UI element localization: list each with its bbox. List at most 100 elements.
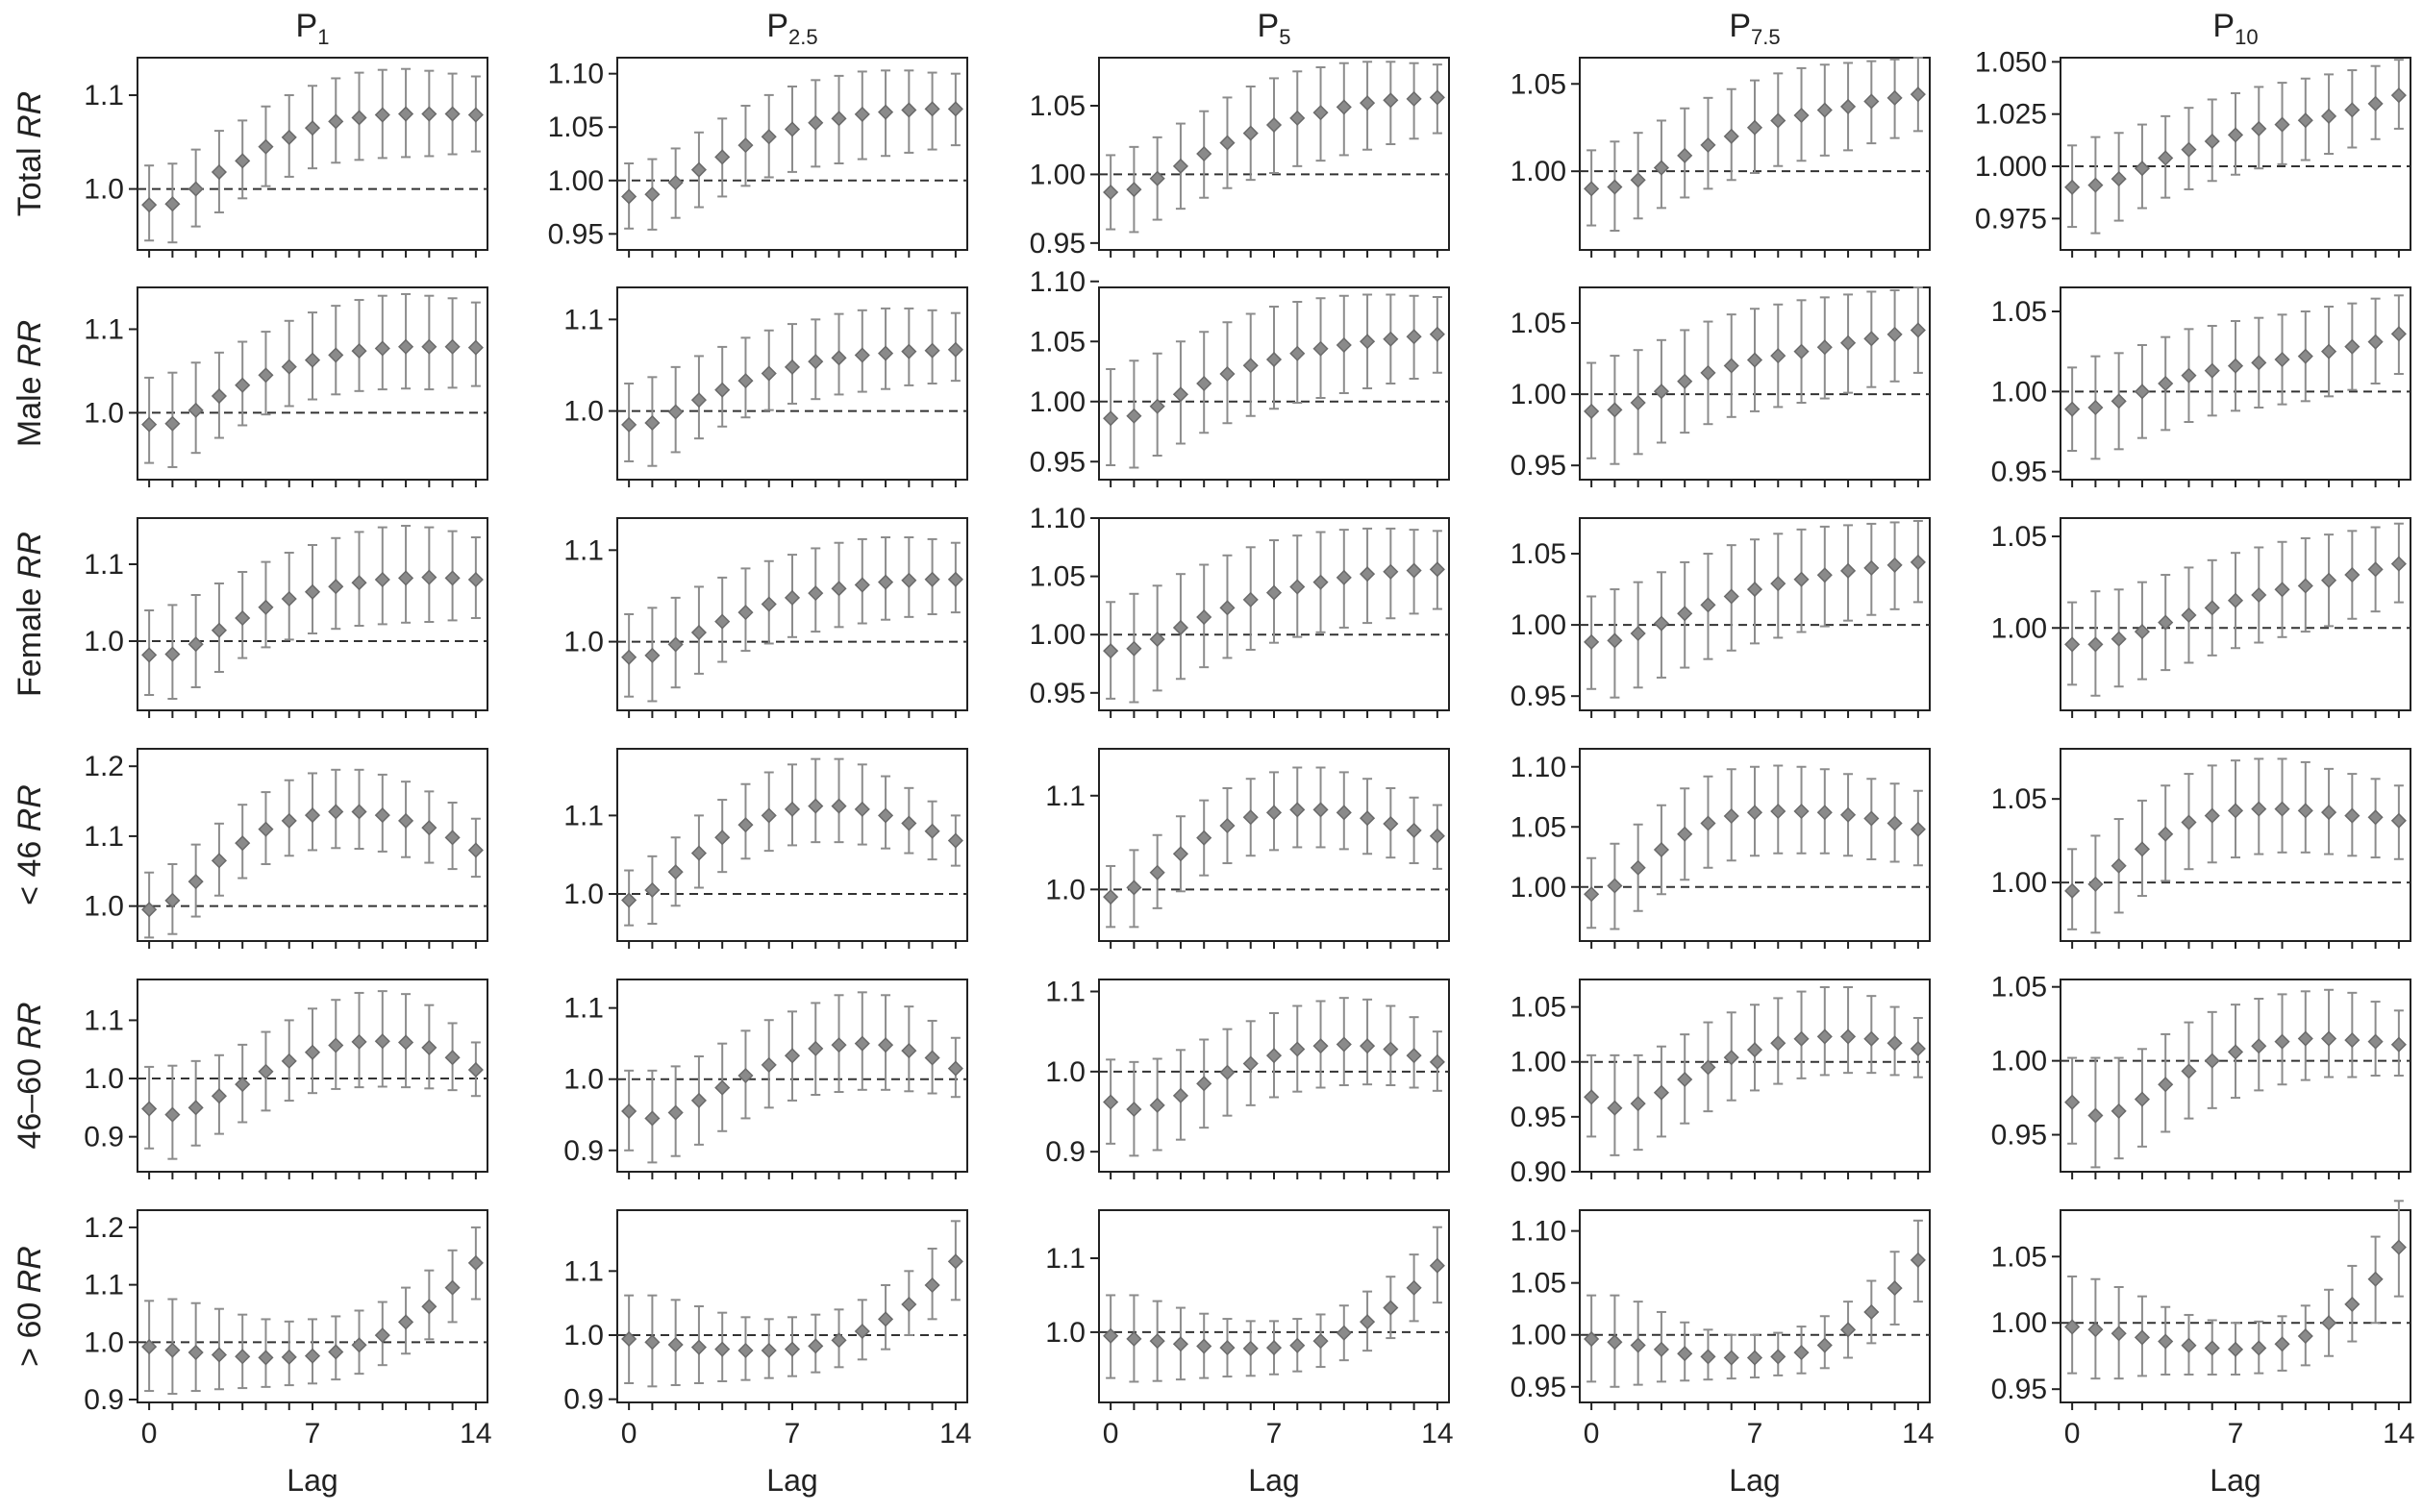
rr-point <box>164 892 181 908</box>
rr-point <box>947 341 963 358</box>
rr-point <box>2111 393 2127 409</box>
y-tick-label: 1.1 <box>84 549 124 581</box>
y-tick-label: 1.1 <box>1045 1243 1086 1275</box>
rr-point <box>1336 1325 1352 1341</box>
y-tick-label: 1.0 <box>84 626 124 657</box>
rr-point <box>1793 571 1810 587</box>
y-tick-label: 1.1 <box>84 1270 124 1301</box>
panel: 0.9 1.0 1.1 0 7 14 Lag <box>563 1209 972 1498</box>
rr-point <box>2251 355 2267 371</box>
rr-point <box>328 804 344 820</box>
rr-point <box>2321 805 2337 821</box>
panel: 1.0 1.1 <box>563 517 968 718</box>
rr-point <box>714 149 731 165</box>
rr-point <box>1196 608 1212 626</box>
panel: 0.9 1.0 1.1 <box>563 979 968 1179</box>
rr-point <box>1196 375 1212 392</box>
rr-point <box>784 1341 801 1357</box>
rr-point <box>1312 1333 1329 1350</box>
rr-point <box>374 107 390 123</box>
rr-point <box>328 1037 344 1053</box>
rr-point <box>351 343 367 359</box>
rr-point <box>2367 95 2384 112</box>
panel: 0.95 1.00 1.05 <box>1991 972 2411 1179</box>
rr-point <box>831 1037 847 1053</box>
rr-point <box>1383 331 1399 347</box>
rr-point <box>2227 803 2244 819</box>
y-tick-label: 1.10 <box>1511 1216 1566 1248</box>
rr-point <box>2390 1239 2407 1255</box>
rr-point <box>878 1037 894 1053</box>
rr-point <box>784 589 801 606</box>
rr-point <box>808 1338 824 1354</box>
x-tick-label: 0 <box>621 1418 637 1450</box>
rr-point <box>421 820 437 836</box>
y-tick-label: 1.00 <box>1991 376 2047 408</box>
panel: 0.95 1.00 1.05 1.10 0 7 14 Lag <box>1511 1209 1935 1498</box>
rr-point <box>1289 1041 1306 1057</box>
rr-point <box>351 110 367 126</box>
y-tick-label: 1.0 <box>563 879 604 910</box>
y-tick-label: 1.05 <box>1991 1241 2047 1273</box>
y-tick-label: 1.00 <box>1030 159 1086 190</box>
rr-point <box>1242 358 1259 374</box>
rr-point <box>1584 403 1600 419</box>
rr-point <box>1653 841 1669 858</box>
y-tick-label: 1.05 <box>1511 811 1566 843</box>
rr-point <box>737 1067 754 1084</box>
rr-point <box>667 864 684 880</box>
rr-point <box>235 835 251 852</box>
rr-point <box>2390 1036 2407 1053</box>
rr-point <box>901 1043 917 1059</box>
y-tick-label: 1.00 <box>548 165 604 197</box>
rr-point <box>398 106 414 122</box>
rr-point <box>258 1063 274 1079</box>
rr-point <box>1383 92 1399 109</box>
rr-point <box>1840 335 1857 351</box>
rr-point <box>1700 364 1716 381</box>
rr-point <box>141 1339 158 1355</box>
rr-point <box>1126 640 1142 657</box>
rr-point <box>1149 170 1165 186</box>
y-tick-label: 1.0 <box>84 397 124 429</box>
rr-point <box>1746 1350 1763 1366</box>
y-tick-label: 1.10 <box>1030 503 1086 534</box>
y-tick-label: 1.05 <box>1511 992 1566 1024</box>
rr-point <box>2227 358 2244 374</box>
rr-point <box>1265 351 1283 368</box>
rr-point <box>2227 127 2244 143</box>
rr-point <box>2251 801 2267 817</box>
rr-point <box>1429 561 1445 578</box>
rr-point <box>1910 87 1926 103</box>
rr-point <box>2111 857 2127 874</box>
rr-point <box>2134 1329 2150 1346</box>
rr-point <box>1172 1336 1188 1352</box>
rr-point <box>164 1106 181 1123</box>
rr-point <box>2297 578 2313 594</box>
rr-point <box>164 196 181 212</box>
rr-point <box>2158 150 2174 166</box>
rr-point <box>667 404 684 420</box>
rr-point <box>2134 841 2150 857</box>
rr-point <box>1126 1330 1142 1347</box>
panel: 0.95 1.00 1.05 0 7 14 Lag <box>1991 1200 2415 1498</box>
y-tick-label: 1.1 <box>84 313 124 345</box>
rr-point <box>1677 373 1693 389</box>
rr-point <box>1219 817 1236 834</box>
rr-point <box>1406 329 1422 345</box>
rr-point <box>924 823 940 839</box>
rr-point <box>667 1104 684 1121</box>
rr-point <box>1793 343 1810 359</box>
panel: 0.95 1.00 1.05 1.10 <box>1030 503 1450 718</box>
rr-point <box>761 129 777 145</box>
rr-point <box>761 1056 777 1073</box>
rr-point <box>1700 1349 1716 1365</box>
y-tick-label: 1.05 <box>1991 296 2047 328</box>
rr-point <box>1429 1257 1445 1274</box>
y-tick-label: 1.0 <box>563 1320 604 1351</box>
rr-point <box>1149 398 1165 414</box>
rr-point <box>1429 1053 1445 1070</box>
rr-point <box>1312 105 1329 121</box>
rr-point <box>1910 821 1926 837</box>
rr-point <box>2321 572 2337 588</box>
